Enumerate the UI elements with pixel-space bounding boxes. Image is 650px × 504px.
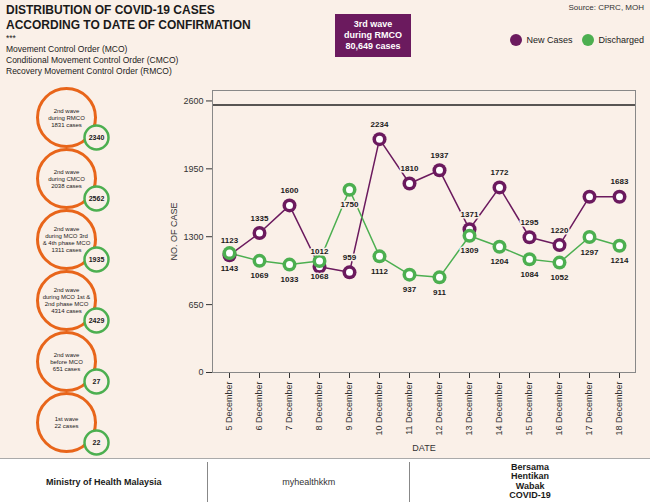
- svg-text:959: 959: [343, 253, 357, 262]
- svg-text:1683: 1683: [611, 177, 629, 186]
- svg-text:1297: 1297: [581, 248, 599, 257]
- svg-text:17 December: 17 December: [584, 382, 594, 436]
- svg-text:1112: 1112: [371, 267, 388, 276]
- svg-text:18 December: 18 December: [614, 382, 624, 436]
- svg-text:5 December: 5 December: [224, 382, 234, 431]
- html-text:ACCORDING TO DATE OF CONFIRMAT: ACCORDING TO DATE OF CONFIRMATION: [6, 18, 251, 32]
- svg-text:1084: 1084: [521, 270, 539, 279]
- svg-text:2nd waveduring MCO 1st &2nd ph: 2nd waveduring MCO 1st &2nd phase MCO431…: [43, 287, 91, 314]
- svg-text:8 December: 8 December: [314, 382, 324, 431]
- svg-text:DATE: DATE: [412, 443, 435, 453]
- svg-text:1772: 1772: [491, 168, 509, 177]
- svg-text:1600: 1600: [281, 186, 299, 195]
- svg-text:7 December: 7 December: [284, 382, 294, 431]
- html-text:3rd wave during RMCO 80,649 ca: 3rd wave during RMCO 80,649 cases: [344, 19, 402, 51]
- svg-text:1204: 1204: [491, 257, 509, 266]
- svg-text:1371: 1371: [461, 210, 479, 219]
- svg-text:16 December: 16 December: [554, 382, 564, 436]
- svg-text:1069: 1069: [251, 271, 269, 280]
- svg-text:10 December: 10 December: [374, 382, 384, 436]
- svg-text:13 December: 13 December: [464, 382, 474, 436]
- svg-text:1012: 1012: [311, 247, 329, 256]
- svg-text:1st wave22 cases: 1st wave22 cases: [54, 416, 79, 429]
- svg-text:1143: 1143: [221, 264, 239, 273]
- svg-text:1750: 1750: [341, 200, 359, 209]
- html-text:myhealthkkm: myhealthkkm: [282, 476, 336, 487]
- svg-text:1123: 1123: [221, 236, 239, 245]
- svg-text:22: 22: [93, 439, 101, 446]
- svg-text:1033: 1033: [281, 275, 299, 284]
- svg-text:2nd waveduring MCO 3rd& 4th ph: 2nd waveduring MCO 3rd& 4th phase MCO131…: [43, 226, 91, 253]
- html-text:New Cases: New Cases: [526, 35, 573, 45]
- svg-text:1810: 1810: [401, 164, 419, 173]
- svg-text:2nd waveduring CMCO2038 cases: 2nd waveduring CMCO2038 cases: [48, 169, 85, 189]
- svg-text:1935: 1935: [89, 256, 105, 263]
- svg-text:1950: 1950: [183, 164, 203, 174]
- svg-text:11 December: 11 December: [404, 381, 414, 434]
- html-text:Ministry of Health Malaysia: Ministry of Health Malaysia: [45, 476, 162, 487]
- svg-text:9 December: 9 December: [344, 382, 354, 431]
- svg-text:1309: 1309: [461, 246, 479, 255]
- svg-text:911: 911: [433, 288, 446, 297]
- svg-text:1295: 1295: [521, 218, 539, 227]
- svg-text:1937: 1937: [431, 151, 449, 160]
- svg-text:2429: 2429: [89, 317, 105, 324]
- svg-text:14 December: 14 December: [494, 382, 504, 436]
- svg-text:27: 27: [93, 378, 101, 385]
- svg-text:1220: 1220: [551, 226, 569, 235]
- html-text:Source: CPRC, MOH: Source: CPRC, MOH: [568, 3, 644, 12]
- html-text:Discharged: Discharged: [598, 35, 644, 45]
- svg-text:650: 650: [188, 299, 203, 309]
- svg-text:2234: 2234: [371, 120, 389, 129]
- svg-text:2nd waveduring RMCO1831 cases: 2nd waveduring RMCO1831 cases: [48, 108, 85, 128]
- svg-text:1214: 1214: [611, 256, 629, 265]
- svg-text:2340: 2340: [89, 134, 105, 141]
- svg-text:1052: 1052: [551, 273, 569, 282]
- svg-text:937: 937: [403, 285, 417, 294]
- svg-text:1068: 1068: [311, 272, 329, 281]
- svg-text:12 December: 12 December: [434, 382, 444, 436]
- html-text:Bersama Hentikan Wabak COVID-1: Bersama Hentikan Wabak COVID-19: [509, 461, 551, 500]
- html-text:Recovery Movement Control Orde: Recovery Movement Control Order (RMCO): [6, 66, 172, 76]
- svg-text:2562: 2562: [89, 195, 105, 202]
- svg-text:6 December: 6 December: [254, 382, 264, 431]
- html-text:Movement Control Order (MCO): Movement Control Order (MCO): [6, 44, 128, 54]
- html-text:DISTRIBUTION OF COVID-19 CASES: DISTRIBUTION OF COVID-19 CASES: [6, 3, 215, 17]
- svg-text:15 December: 15 December: [524, 382, 534, 436]
- svg-text:NO. OF CASE: NO. OF CASE: [169, 202, 179, 260]
- svg-text:1335: 1335: [251, 214, 269, 223]
- svg-text:2600: 2600: [183, 96, 203, 106]
- html-text:Conditional Movement Control O: Conditional Movement Control Order (CMCO…: [6, 55, 179, 65]
- svg-text:0: 0: [198, 367, 203, 377]
- svg-text:1300: 1300: [183, 232, 203, 242]
- svg-text:2nd wavebefore MCO651 cases: 2nd wavebefore MCO651 cases: [50, 352, 83, 372]
